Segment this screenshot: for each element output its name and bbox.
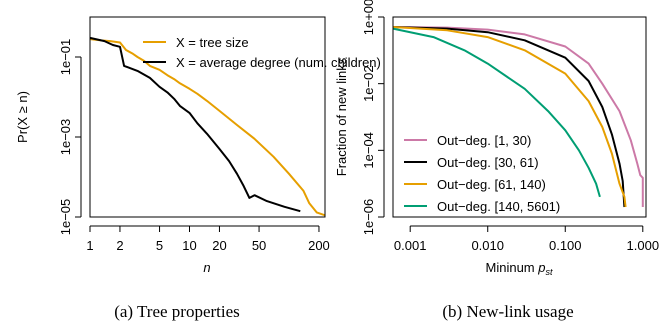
panel-tree-properties: 1 2 5 10 20 50 200 1e−05 1e−03 1e−01 n Pr(X ≥ n)… xyxy=(15,16,381,321)
b-y-tick-label: 1e−04 xyxy=(361,132,376,169)
b-legend-label-outdeg-140-5601: Out−deg. [140, 5601) xyxy=(437,199,560,214)
a-x-tick-label: 10 xyxy=(182,238,196,253)
a-x-tick-label: 1 xyxy=(86,238,93,253)
a-y-axis-label: Pr(X ≥ n) xyxy=(15,91,30,143)
b-x-tick-label: 0.001 xyxy=(394,238,427,253)
b-y-tick-label: 1e−06 xyxy=(361,199,376,236)
a-series-line-x-tree-size xyxy=(89,38,326,217)
a-legend-label-tree-size: X = tree size xyxy=(176,35,249,50)
a-legend: X = tree size X = average degree (num. c… xyxy=(143,35,381,70)
b-caption: (b) New-link usage xyxy=(442,302,573,321)
b-legend-label-outdeg-61-140: Out−deg. [61, 140) xyxy=(437,177,546,192)
a-x-axis-label: n xyxy=(203,260,210,275)
a-series-layer xyxy=(89,36,326,217)
b-plot-frame xyxy=(392,16,647,218)
b-series-line-out-deg-1-30 xyxy=(392,26,644,207)
b-series-layer xyxy=(392,26,644,208)
b-x-axis: 0.001 0.010 0.100 1.000 xyxy=(394,225,660,253)
a-x-tick-label: 5 xyxy=(156,238,163,253)
a-series-line-x-average-degree-num-children xyxy=(89,36,301,213)
a-y-tick-label: 1e−01 xyxy=(58,39,73,76)
a-y-tick-label: 1e−03 xyxy=(58,119,73,156)
b-legend-label-outdeg-1-30: Out−deg. [1, 30) xyxy=(437,133,531,148)
a-x-axis: 1 2 5 10 20 50 200 xyxy=(86,225,330,253)
b-legend: Out−deg. [1, 30) Out−deg. [30, 61) Out−d… xyxy=(404,133,560,214)
b-series-line-out-deg-30-61 xyxy=(392,26,626,208)
a-x-tick-label: 200 xyxy=(308,238,330,253)
b-y-tick-label: 1e−02 xyxy=(361,65,376,102)
a-y-tick-label: 1e−05 xyxy=(58,199,73,236)
a-plot-frame xyxy=(89,16,326,218)
a-x-tick-label: 50 xyxy=(252,238,266,253)
a-y-axis: 1e−05 1e−03 1e−01 xyxy=(58,39,82,236)
a-x-tick-label: 2 xyxy=(116,238,123,253)
b-x-tick-label: 0.100 xyxy=(549,238,582,253)
b-series-line-out-deg-140-5601 xyxy=(392,27,601,198)
b-series-line-out-deg-61-140 xyxy=(392,26,627,208)
a-legend-label-average-degree: X = average degree (num. children) xyxy=(176,55,381,70)
a-caption: (a) Tree properties xyxy=(114,302,240,321)
b-y-tick-label: 1e+00 xyxy=(361,0,376,35)
a-x-tick-label: 20 xyxy=(212,238,226,253)
panel-new-link-usage: 0.001 0.010 0.100 1.000 1e−06 1e−04 1e−02 1e+0… xyxy=(334,0,659,321)
b-x-tick-label: 0.010 xyxy=(471,238,504,253)
b-legend-label-outdeg-30-61: Out−deg. [30, 61) xyxy=(437,155,539,170)
b-x-tick-label: 1.000 xyxy=(627,238,660,253)
b-y-axis-label: Fraction of new links xyxy=(334,57,349,176)
b-y-axis: 1e−06 1e−04 1e−02 1e+00 xyxy=(361,0,385,236)
b-x-axis-label: Mininum pst xyxy=(486,260,553,277)
